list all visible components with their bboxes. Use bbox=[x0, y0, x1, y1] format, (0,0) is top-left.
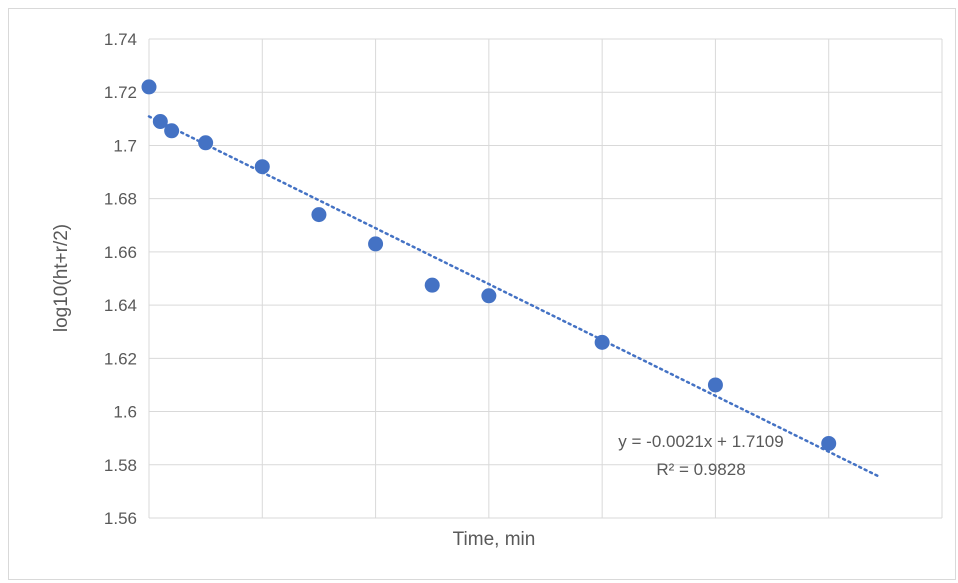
data-point bbox=[707, 377, 723, 393]
y-tick-label: 1.62 bbox=[104, 349, 137, 368]
data-point bbox=[311, 207, 327, 223]
y-axis-title: log10(ht+r/2) bbox=[51, 224, 72, 332]
data-point bbox=[254, 159, 270, 175]
chart-frame: 1.56 1.58 1.6 1.62 1.64 1.66 1.68 1.7 1.72 1.74 T… bbox=[8, 8, 956, 580]
trendline-r-squared: R² = 0.9828 bbox=[656, 460, 745, 479]
data-point bbox=[164, 123, 180, 139]
y-tick-label: 1.74 bbox=[104, 30, 137, 49]
grid-layer bbox=[148, 38, 943, 519]
trendline-equation: y = -0.0021x + 1.7109 bbox=[618, 432, 783, 451]
data-point bbox=[424, 277, 440, 293]
y-tick-label: 1.72 bbox=[104, 83, 137, 102]
y-tick-label: 1.6 bbox=[113, 403, 137, 422]
trendline bbox=[147, 115, 881, 479]
data-point bbox=[821, 435, 837, 451]
y-tick-label: 1.56 bbox=[104, 509, 137, 528]
y-tick-label: 1.58 bbox=[104, 456, 137, 475]
trendline-layer bbox=[147, 115, 881, 479]
x-axis-title: Time, min bbox=[453, 529, 536, 550]
data-point bbox=[141, 79, 157, 95]
y-tick-label: 1.68 bbox=[104, 190, 137, 209]
y-tick-label: 1.66 bbox=[104, 243, 137, 262]
scatter-chart: 1.56 1.58 1.6 1.62 1.64 1.66 1.68 1.7 1.72 1.74 T… bbox=[51, 30, 943, 550]
data-points bbox=[141, 79, 837, 451]
data-point bbox=[152, 113, 168, 129]
y-tick-label: 1.64 bbox=[104, 296, 137, 315]
data-point bbox=[594, 334, 610, 350]
y-tick-labels: 1.56 1.58 1.6 1.62 1.64 1.66 1.68 1.7 1.72 1.74 bbox=[104, 30, 137, 528]
y-tick-label: 1.7 bbox=[113, 136, 137, 155]
data-point bbox=[368, 236, 384, 252]
data-point bbox=[481, 288, 497, 304]
data-point bbox=[198, 135, 214, 151]
